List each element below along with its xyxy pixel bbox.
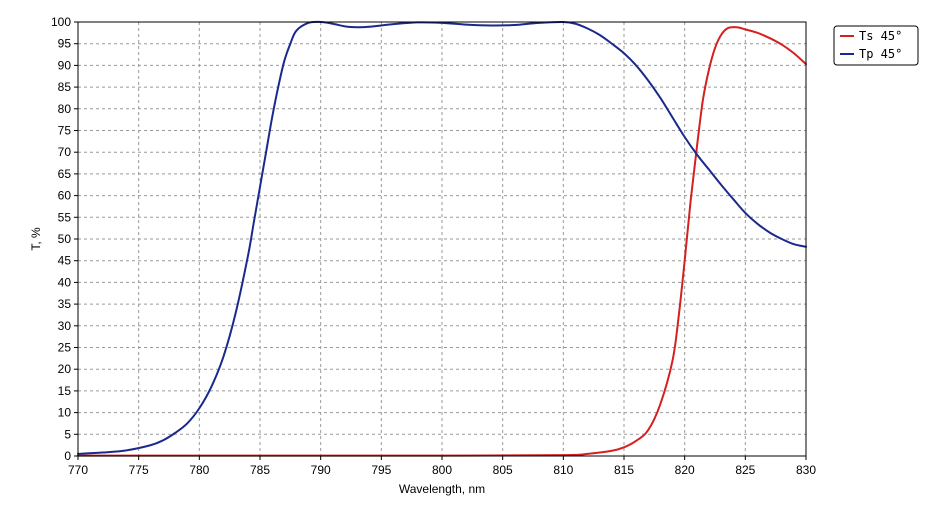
x-tick-label: 770	[68, 463, 88, 477]
y-tick-label: 20	[58, 362, 72, 376]
x-tick-label: 825	[735, 463, 755, 477]
y-tick-label: 60	[58, 189, 72, 203]
y-tick-label: 40	[58, 275, 72, 289]
series-line-tp	[77, 20, 807, 455]
grid	[78, 22, 806, 456]
series-line-ts	[77, 26, 807, 457]
y-tick-label: 0	[64, 449, 71, 463]
y-tick-label: 95	[58, 37, 72, 51]
x-axis-title: Wavelength, nm	[399, 482, 485, 496]
y-tick-label: 65	[58, 167, 72, 181]
x-tick-label: 780	[189, 463, 209, 477]
y-tick-label: 75	[58, 124, 72, 138]
series-curves	[77, 20, 807, 457]
y-tick-label: 70	[58, 145, 72, 159]
legend-entry: Tp 45°	[859, 47, 902, 61]
y-tick-label: 35	[58, 297, 72, 311]
x-tick-labels: 770 775 780 785 790 795 800 805 810 815 820 825 830	[68, 456, 816, 477]
y-tick-label: 90	[58, 58, 72, 72]
y-tick-label: 55	[58, 210, 72, 224]
y-tick-label: 5	[64, 427, 71, 441]
x-tick-label: 785	[250, 463, 270, 477]
x-tick-label: 820	[675, 463, 695, 477]
x-tick-label: 790	[311, 463, 331, 477]
x-tick-label: 775	[129, 463, 149, 477]
x-tick-label: 810	[553, 463, 573, 477]
y-tick-label: 30	[58, 319, 72, 333]
y-tick-label: 80	[58, 102, 72, 116]
y-tick-label: 85	[58, 80, 72, 94]
x-tick-label: 800	[432, 463, 452, 477]
x-tick-label: 830	[796, 463, 816, 477]
legend: Ts 45° Tp 45°	[833, 25, 919, 66]
x-tick-label: 815	[614, 463, 634, 477]
legend-box	[833, 25, 919, 66]
y-tick-labels: 0 5 10 15 20 25 30 35 40 45 50 55 60 65 70 75 80 85 90 95 10…	[51, 15, 78, 463]
y-tick-label: 10	[58, 406, 72, 420]
y-tick-label: 45	[58, 254, 72, 268]
x-tick-label: 795	[371, 463, 391, 477]
x-tick-label: 805	[493, 463, 513, 477]
y-tick-label: 25	[58, 341, 72, 355]
y-tick-label: 15	[58, 384, 72, 398]
y-tick-label: 100	[51, 15, 71, 29]
y-axis-title: T, %	[29, 227, 43, 251]
legend-entry: Ts 45°	[859, 29, 902, 43]
y-tick-label: 50	[58, 232, 72, 246]
